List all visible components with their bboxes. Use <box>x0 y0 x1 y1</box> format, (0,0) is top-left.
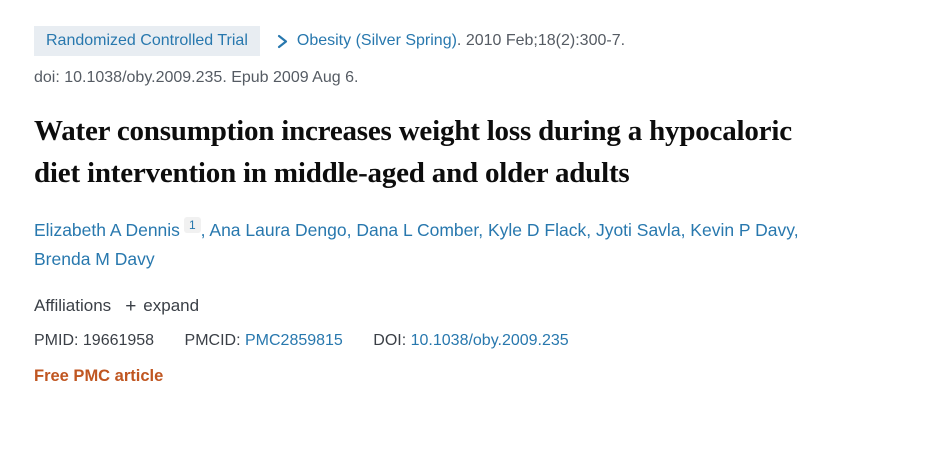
citation-row: Randomized Controlled Trial Obesity (Sil… <box>34 26 800 56</box>
author-link[interactable]: Elizabeth A Dennis <box>34 220 180 240</box>
author-separator: , <box>586 220 596 240</box>
article-header: Randomized Controlled Trial Obesity (Sil… <box>34 26 800 385</box>
authors-list: Elizabeth A Dennis 1, Ana Laura Dengo, Da… <box>34 216 800 274</box>
pmid-value: 19661958 <box>82 332 155 349</box>
author-separator: , <box>346 220 357 240</box>
citation-details: . 2010 Feb;18(2):300-7. <box>456 32 626 49</box>
pmcid-link[interactable]: PMC2859815 <box>244 332 343 349</box>
affiliations-label: Affiliations <box>34 296 112 315</box>
author-separator: , <box>680 220 691 240</box>
pmcid-group: PMCID: PMC2859815 <box>185 332 343 349</box>
doi-group: DOI: 10.1038/oby.2009.235 <box>373 332 568 349</box>
free-pmc-article-label: Free PMC article <box>34 367 164 385</box>
author-affiliation-superscript[interactable]: 1 <box>183 217 201 234</box>
publication-type-badge[interactable]: Randomized Controlled Trial <box>34 26 260 56</box>
pmcid-label: PMCID: <box>184 332 245 349</box>
affiliations-row: Affiliations + expand <box>34 296 800 316</box>
affiliations-expand-button[interactable]: + expand <box>125 296 199 316</box>
author-link[interactable]: Jyoti Savla <box>595 220 681 240</box>
author-link[interactable]: Dana L Comber <box>356 220 479 240</box>
pmid-label: PMID: <box>34 332 83 349</box>
author-link[interactable]: Ana Laura Dengo <box>209 220 347 240</box>
author-separator: , <box>793 220 799 240</box>
author-link[interactable]: Kevin P Davy <box>690 220 794 240</box>
chevron-right-icon <box>276 34 289 49</box>
article-title: Water consumption increases weight loss … <box>34 115 792 189</box>
pmid-group: PMID: 19661958 <box>34 332 154 349</box>
author-separator: , <box>478 220 488 240</box>
doi-epub-line: doi: 10.1038/oby.2009.235. Epub 2009 Aug… <box>34 69 359 86</box>
plus-icon: + <box>125 295 137 317</box>
author-separator: , <box>200 220 210 240</box>
doi-label: DOI: <box>373 332 411 349</box>
expand-label: expand <box>143 296 200 315</box>
author-link[interactable]: Brenda M Davy <box>34 249 155 269</box>
identifiers-row: PMID: 19661958 PMCID: PMC2859815 DOI: 10… <box>34 329 800 353</box>
author-link[interactable]: Kyle D Flack <box>487 220 587 240</box>
doi-link[interactable]: 10.1038/oby.2009.235 <box>410 332 569 349</box>
journal-link[interactable]: Obesity (Silver Spring) <box>296 32 457 49</box>
